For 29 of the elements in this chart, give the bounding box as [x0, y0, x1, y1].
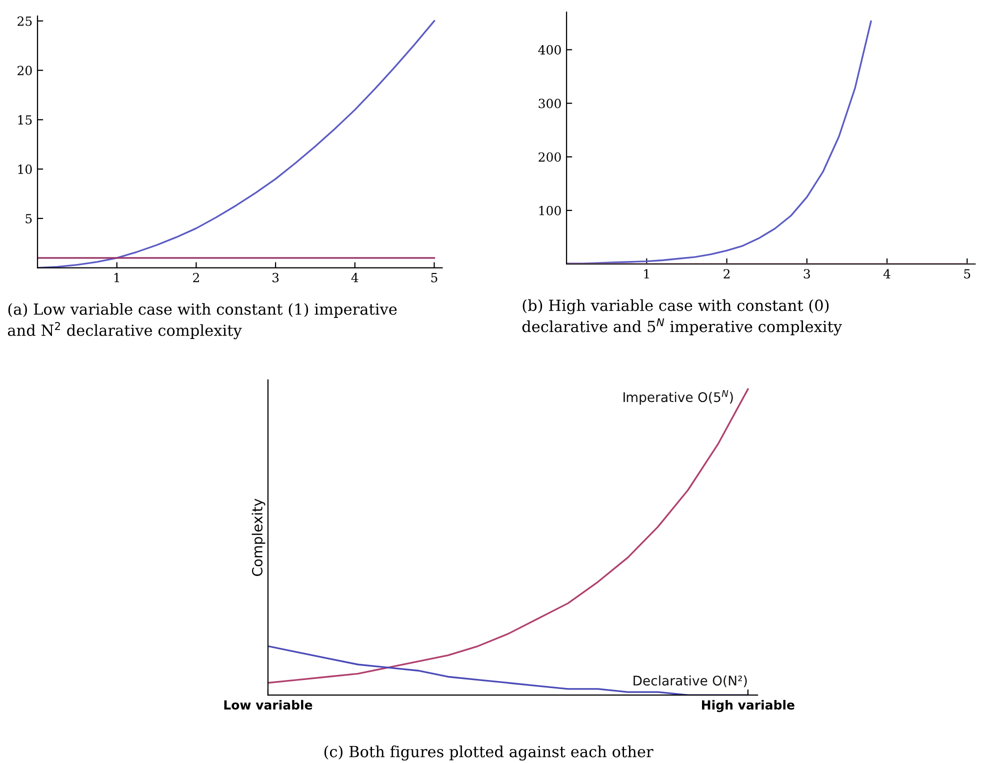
x-tick-label: 2 — [193, 272, 199, 282]
x-tick-label: 1 — [114, 272, 120, 282]
y-tick-label: 5 — [26, 214, 32, 224]
x-tick-label: 5 — [964, 269, 970, 279]
y-axis-title: Complexity — [252, 498, 266, 576]
text: (c) Both figures plotted against each other — [324, 746, 654, 761]
x-tick-label: 2 — [724, 269, 730, 278]
y-tick-label: 200 — [538, 152, 561, 162]
series-label: Declarative O(N²) — [634, 675, 747, 688]
y-tick-label: 300 — [538, 98, 561, 108]
x-tick-label: High variable — [702, 700, 794, 712]
x-tick-label: 3 — [272, 272, 279, 282]
line-series — [566, 20, 872, 264]
y-tick-label: 100 — [539, 206, 561, 216]
text: (a) Low variable case with constant (1) imperative and N$^{2}$ declarative complexity — [8, 303, 397, 340]
series-label: Imperative O(5$^{N}$) — [624, 390, 733, 405]
x-tick-label: 4 — [883, 269, 890, 278]
x-tick-label: 1 — [644, 269, 649, 278]
y-tick-label: 10 — [18, 164, 32, 174]
x-tick-label: 5 — [431, 273, 438, 282]
x-tick-label: 3 — [804, 269, 810, 279]
line-series — [38, 20, 436, 268]
y-tick-label: 25 — [18, 16, 32, 26]
y-tick-label: 400 — [538, 45, 561, 55]
x-tick-label: Low variable — [224, 700, 312, 710]
y-tick-label: 15 — [18, 115, 32, 125]
x-tick-label: 4 — [351, 272, 358, 282]
text: (b) High variable case with constant (0) declarative and 5$^{N}$ imperative complexity — [522, 299, 842, 336]
y-tick-label: 20 — [18, 66, 32, 76]
